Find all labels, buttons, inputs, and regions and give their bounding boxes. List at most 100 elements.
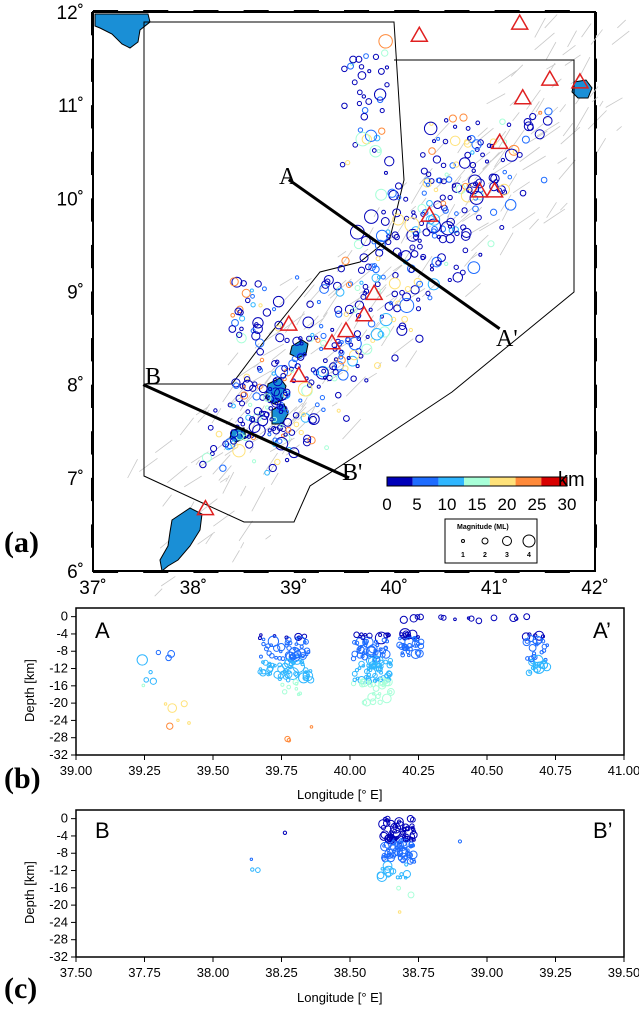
- profile-lines: [142, 178, 501, 480]
- earthquake-hypocenter: [401, 643, 409, 651]
- depth-scale-tick-label: 0: [382, 495, 391, 514]
- earthquake-epicenter: [239, 400, 246, 407]
- frame-bar: [594, 151, 597, 176]
- earthquake-epicenter: [272, 295, 285, 308]
- profile-ab-xlabel: Longitude [° E]: [297, 787, 382, 802]
- earthquake-epicenter: [232, 382, 240, 389]
- earthquake-epicenter: [345, 281, 352, 288]
- earthquake-epicenter: [245, 440, 254, 449]
- fault-segment: [305, 278, 312, 283]
- earthquake-epicenter: [489, 181, 499, 192]
- earthquake-epicenter: [460, 231, 471, 241]
- earthquake-epicenter: [401, 315, 409, 323]
- earthquake-hypocenter: [297, 648, 307, 658]
- frame-bar: [594, 244, 597, 269]
- earthquake-epicenter: [356, 336, 362, 342]
- earthquake-epicenter: [279, 423, 284, 429]
- earthquake-epicenter: [357, 71, 367, 80]
- fault-segment: [155, 439, 173, 453]
- earthquake-hypocenter: [258, 667, 263, 671]
- earthquake-hypocenter: [438, 614, 444, 620]
- earthquake-epicenter: [432, 139, 437, 144]
- earthquake-epicenter: [240, 391, 249, 400]
- volcano-icon: [485, 181, 504, 198]
- earthquake-hypocenter: [400, 839, 411, 849]
- lat-tick-label: 7˚: [67, 469, 84, 490]
- fault-segment: [446, 203, 456, 218]
- earthquake-epicenter: [488, 173, 498, 182]
- frame-bar: [594, 338, 597, 362]
- region-outlines: [143, 21, 575, 523]
- earthquake-hypocenter: [294, 681, 299, 686]
- profile-bb-ylabel: Depth [km]: [22, 861, 37, 924]
- earthquake-epicenter: [534, 129, 545, 140]
- earthquake-epicenter: [294, 275, 300, 280]
- earthquake-epicenter: [502, 169, 508, 175]
- depth-scale-swatch: [489, 477, 516, 486]
- fault-segment: [179, 417, 194, 436]
- earthquake-epicenter: [254, 322, 259, 327]
- volcano-markers: [196, 13, 590, 516]
- fault-segment: [420, 197, 427, 206]
- earthquake-hypocenter: [540, 634, 546, 639]
- earthquake-hypocenter: [389, 830, 393, 834]
- earthquake-epicenter: [269, 417, 274, 422]
- profile-ab-panel: 39.00 39.25 39.50 39.75 40.00 40.25 40.50 40.75…: [22, 607, 639, 802]
- earthquake-hypocenter: [379, 651, 386, 658]
- fault-segment: [213, 510, 235, 527]
- earthquake-hypocenter: [522, 638, 531, 647]
- earthquake-hypocenter: [364, 668, 370, 675]
- y-tick-label: -28: [49, 932, 68, 947]
- earthquake-hypocenter: [402, 835, 409, 842]
- earthquake-epicenter: [394, 182, 403, 190]
- depth-scale-tick-label: 10: [438, 495, 457, 514]
- earthquake-epicenter: [288, 447, 300, 459]
- fault-segment: [452, 169, 466, 185]
- fault-segment: [590, 29, 603, 45]
- earthquake-epicenter: [393, 233, 400, 241]
- earthquake-hypocenter: [398, 636, 402, 641]
- earthquake-epicenter: [516, 151, 523, 158]
- earthquake-hypocenter: [351, 670, 358, 677]
- earthquake-epicenter: [331, 375, 338, 382]
- earthquake-hypocenter: [400, 857, 406, 864]
- fault-segment: [467, 170, 476, 179]
- earthquake-epicenter: [374, 362, 382, 370]
- earthquake-hypocenter: [299, 644, 304, 649]
- earthquake-epicenter: [268, 406, 274, 411]
- earthquake-hypocenter: [386, 853, 391, 858]
- earthquake-epicenter: [376, 149, 381, 154]
- profile-ab-frame: [75, 607, 625, 756]
- earthquake-epicenter: [378, 127, 386, 135]
- earthquake-epicenter: [360, 112, 369, 121]
- fault-segment: [545, 41, 557, 61]
- earthquake-epicenter: [236, 331, 243, 338]
- fault-segment: [468, 151, 491, 170]
- earthquake-hypocenter: [261, 637, 266, 642]
- earthquake-epicenter: [306, 335, 313, 342]
- magnitude-legend-label: 1: [461, 552, 465, 559]
- earthquake-hypocenter: [386, 662, 393, 669]
- earthquake-epicenter: [320, 332, 327, 339]
- magnitude-legend-circle: [481, 537, 489, 545]
- earthquake-hypocenter: [136, 654, 148, 666]
- frame-bar: [594, 431, 597, 455]
- earthquake-hypocenter: [371, 691, 376, 696]
- earthquake-hypocenter: [534, 630, 545, 641]
- fault-segment: [498, 128, 511, 148]
- lon-tick-label: 39˚: [280, 578, 307, 599]
- earthquake-hypocenter: [141, 683, 146, 688]
- frame-bar: [594, 524, 597, 548]
- earthquake-epicenter: [421, 190, 427, 196]
- profile-label-a-prime: A': [496, 326, 518, 352]
- earthquake-epicenter: [385, 238, 392, 246]
- earthquake-epicenter: [370, 328, 384, 341]
- earthquake-epicenter: [324, 445, 330, 451]
- fault-segment: [498, 70, 517, 84]
- earthquake-hypocenter: [358, 660, 365, 668]
- frame-bar: [444, 10, 470, 13]
- earthquake-hypocenter: [372, 672, 378, 679]
- magnitude-legend-label: 4: [527, 552, 531, 559]
- earthquake-epicenter: [395, 300, 402, 307]
- profile-ab-earthquakes: [136, 613, 552, 743]
